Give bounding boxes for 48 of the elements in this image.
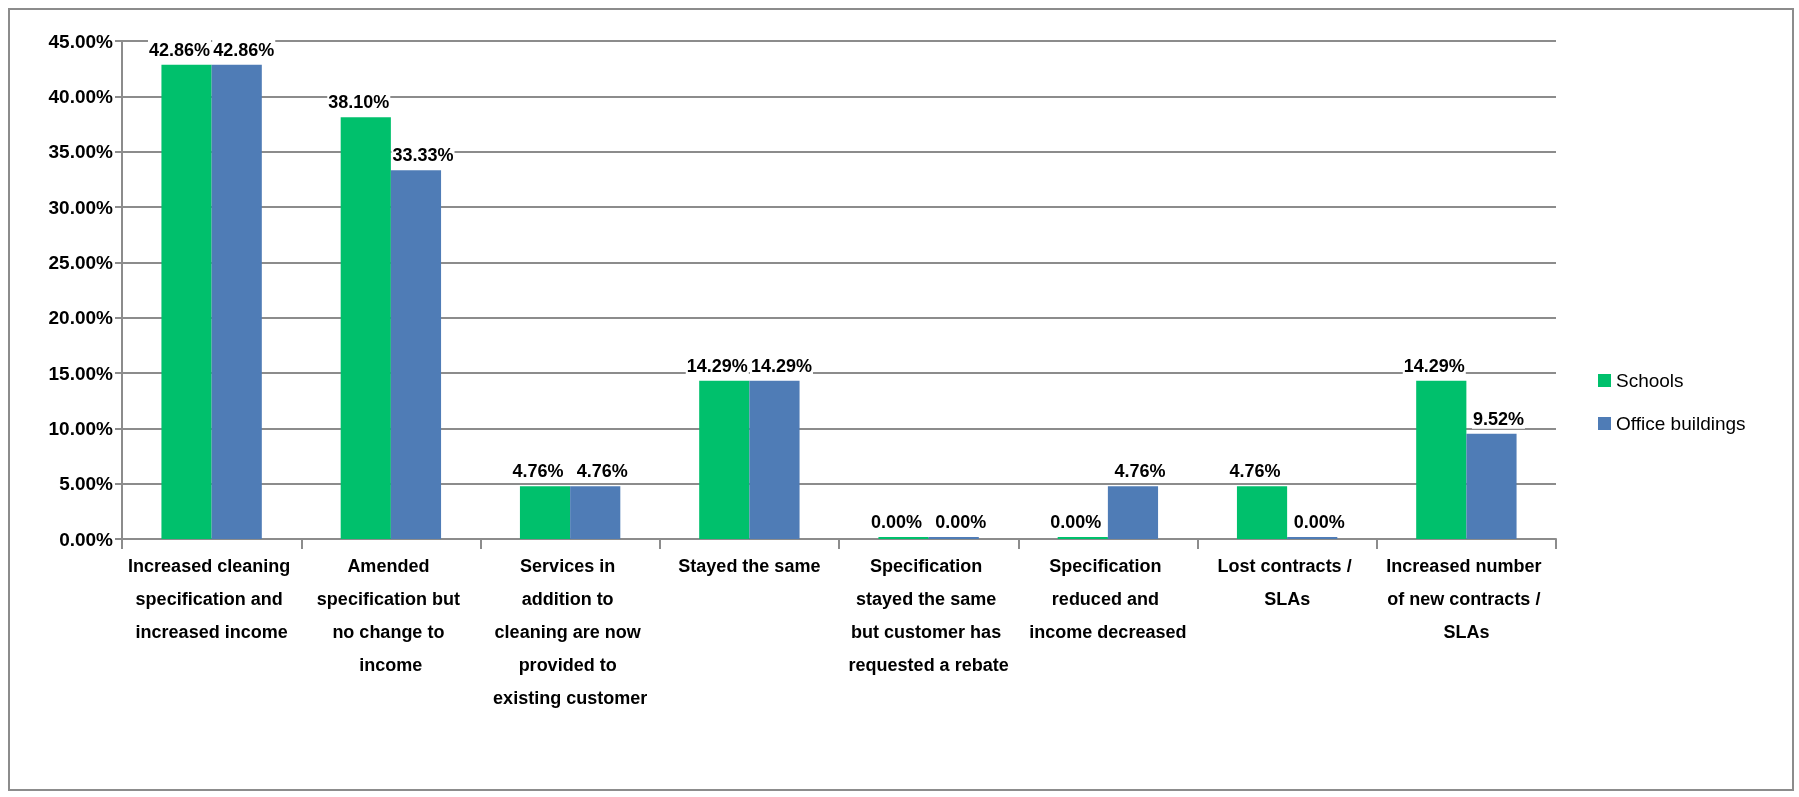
bar	[1236, 486, 1288, 539]
bar	[340, 117, 391, 539]
bar	[570, 486, 621, 539]
x-tick-label: Amended specification but no change to income	[316, 555, 465, 675]
data-label: 4.76%	[1114, 461, 1166, 482]
data-label: 4.76%	[576, 461, 628, 482]
x-tick-label: Specification stayed the same but customer has requested a rebate	[848, 555, 1009, 675]
data-label: 9.52%	[1472, 408, 1524, 429]
bar	[1107, 486, 1159, 539]
bar	[519, 486, 571, 539]
y-tick-label: 20.00%	[48, 307, 114, 329]
bar	[211, 64, 262, 539]
data-label: 38.10%	[328, 92, 390, 113]
x-tick-label: Increased cleaning specification and increased income	[128, 555, 296, 642]
data-label: 14.29%	[686, 355, 748, 376]
y-tick-label: 30.00%	[48, 196, 114, 218]
data-label: 42.86%	[213, 39, 275, 60]
data-label: 0.00%	[935, 512, 987, 532]
x-tick-label: Increased number of new contracts / SLAs	[1386, 555, 1547, 642]
data-label: 0.00%	[1293, 512, 1345, 532]
x-tick-label: Stayed the same	[678, 555, 821, 576]
data-label: 14.29%	[750, 355, 812, 376]
data-label: 4.76%	[512, 461, 564, 482]
data-label: 4.76%	[1229, 461, 1281, 482]
x-tick-label: Services in addition to cleaning are now provided to existing customer	[493, 555, 648, 708]
data-label: 33.33%	[392, 145, 454, 166]
data-label: 42.86%	[149, 39, 211, 60]
y-tick-label: 40.00%	[48, 85, 114, 107]
y-tick-label: 25.00%	[48, 251, 114, 273]
data-label: 14.29%	[1403, 355, 1465, 376]
y-tick-label: 15.00%	[48, 362, 114, 384]
data-label: 0.00%	[1050, 512, 1102, 532]
y-tick-label: 45.00%	[48, 30, 114, 52]
y-tick-label: 35.00%	[48, 141, 114, 163]
y-tick-label: 5.00%	[59, 473, 114, 495]
bar	[699, 380, 750, 539]
data-label: 0.00%	[871, 512, 923, 532]
bar	[1416, 380, 1467, 539]
legend-label: Office buildings	[1616, 413, 1746, 434]
bar	[1466, 433, 1517, 539]
legend-label: Schools	[1616, 370, 1684, 391]
bar	[161, 64, 212, 539]
bar	[390, 170, 442, 539]
y-tick-label: 10.00%	[48, 417, 114, 439]
x-tick-label: Lost contracts / SLAs	[1217, 555, 1357, 609]
x-tick-label: Specification reduced and income decreased	[1029, 555, 1187, 642]
bar	[749, 380, 800, 539]
y-tick-label: 0.00%	[59, 528, 114, 550]
